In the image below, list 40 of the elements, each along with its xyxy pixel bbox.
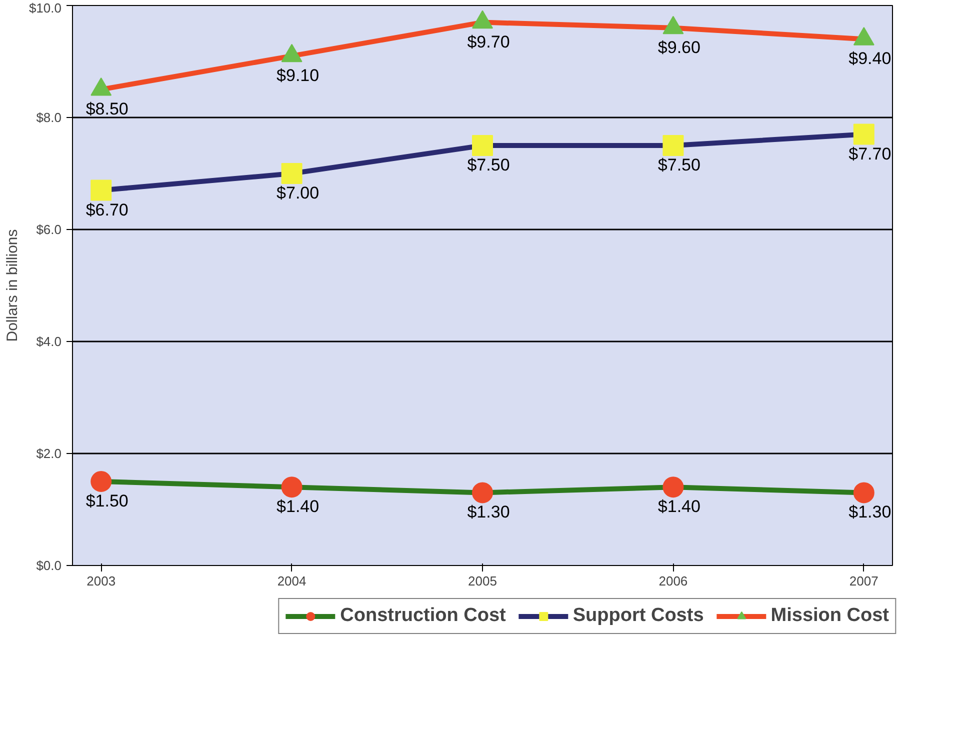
x-tick-label: 2004 <box>277 574 306 588</box>
y-tick-label: $2.0 <box>36 446 62 461</box>
x-tick-label: 2003 <box>86 574 116 588</box>
data-label: $1.30 <box>467 502 510 522</box>
y-tick-label: $8.0 <box>36 110 62 125</box>
point <box>662 476 684 498</box>
point <box>281 44 302 62</box>
data-label: $6.70 <box>86 200 128 220</box>
point <box>90 77 112 96</box>
legend-label: Mission Cost <box>770 605 889 627</box>
point <box>853 27 874 46</box>
point <box>90 471 112 492</box>
y-tick-label: $4.0 <box>36 334 62 349</box>
data-label: $1.30 <box>848 502 892 522</box>
data-label: $7.50 <box>658 156 700 174</box>
data-label: $1.40 <box>276 497 320 516</box>
data-label: $9.40 <box>848 49 892 68</box>
data-label: $1.40 <box>658 497 700 516</box>
x-tick-label: 2007 <box>849 574 878 588</box>
point <box>472 10 493 29</box>
legend-label: Support Costs <box>572 605 704 627</box>
data-label: $7.70 <box>848 144 892 164</box>
y-tick-label: $0.0 <box>36 558 62 573</box>
data-label: $1.50 <box>86 492 128 510</box>
point <box>662 16 684 34</box>
point <box>472 482 493 504</box>
x-tick-label: 2005 <box>468 574 497 588</box>
y-tick-label: $10.0 <box>28 0 62 16</box>
y-axis-title: Dollars in billions <box>4 229 21 342</box>
x-tick-label: 2006 <box>658 574 688 588</box>
data-label: $7.00 <box>276 184 320 202</box>
data-label: $9.70 <box>467 32 510 52</box>
legend-label: Construction Cost <box>340 605 506 627</box>
point <box>281 476 302 498</box>
y-tick-label: $6.0 <box>36 222 62 237</box>
point <box>853 482 874 504</box>
data-label: $8.50 <box>86 100 128 118</box>
data-label: $9.10 <box>276 66 320 85</box>
data-label: $7.50 <box>467 156 510 174</box>
data-label: $9.60 <box>658 38 700 57</box>
